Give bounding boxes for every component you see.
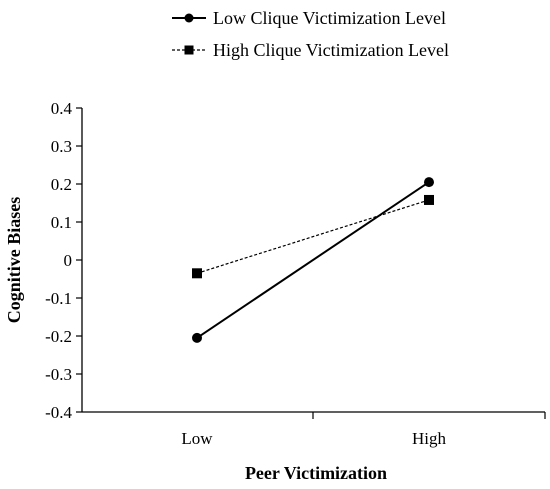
series-line bbox=[196, 199, 430, 274]
series-low-clique bbox=[192, 177, 434, 343]
series-line bbox=[196, 181, 430, 339]
y-tick-label: -0.3 bbox=[45, 365, 72, 384]
y-tick-label: 0.2 bbox=[51, 175, 72, 194]
series-layer bbox=[192, 177, 434, 343]
y-tick-label: -0.2 bbox=[45, 327, 72, 346]
data-point-square bbox=[424, 194, 434, 205]
y-tick-label: 0.1 bbox=[51, 213, 72, 232]
data-point-circle bbox=[424, 177, 434, 188]
y-tick-label: -0.1 bbox=[45, 289, 72, 308]
x-axis-ticks: Low High bbox=[181, 412, 546, 448]
y-tick-label: 0.4 bbox=[51, 99, 73, 118]
legend-label-high-clique: High Clique Victimization Level bbox=[213, 40, 449, 60]
x-tick-label: Low bbox=[181, 429, 213, 448]
y-tick-label: 0 bbox=[64, 251, 73, 270]
x-axis-title: Peer Victimization bbox=[245, 463, 387, 483]
series-high-clique bbox=[192, 194, 434, 279]
legend: Low Clique Victimization Level High Cliq… bbox=[172, 8, 449, 60]
legend-marker-circle bbox=[184, 13, 194, 23]
y-axis-title: Cognitive Biases bbox=[4, 197, 24, 324]
legend-marker-square bbox=[184, 45, 194, 55]
y-tick-label: -0.4 bbox=[45, 403, 72, 422]
data-point-circle bbox=[192, 332, 202, 343]
y-axis-ticks: 0.4 0.3 0.2 0.1 0 -0.1 -0.2 -0.3 -0.4 bbox=[45, 99, 82, 422]
data-point-square bbox=[192, 268, 202, 279]
x-tick-label: High bbox=[412, 429, 447, 448]
y-tick-label: 0.3 bbox=[51, 137, 72, 156]
legend-label-low-clique: Low Clique Victimization Level bbox=[213, 8, 446, 28]
legend-item-high-clique: High Clique Victimization Level bbox=[172, 40, 449, 60]
legend-item-low-clique: Low Clique Victimization Level bbox=[172, 8, 446, 28]
